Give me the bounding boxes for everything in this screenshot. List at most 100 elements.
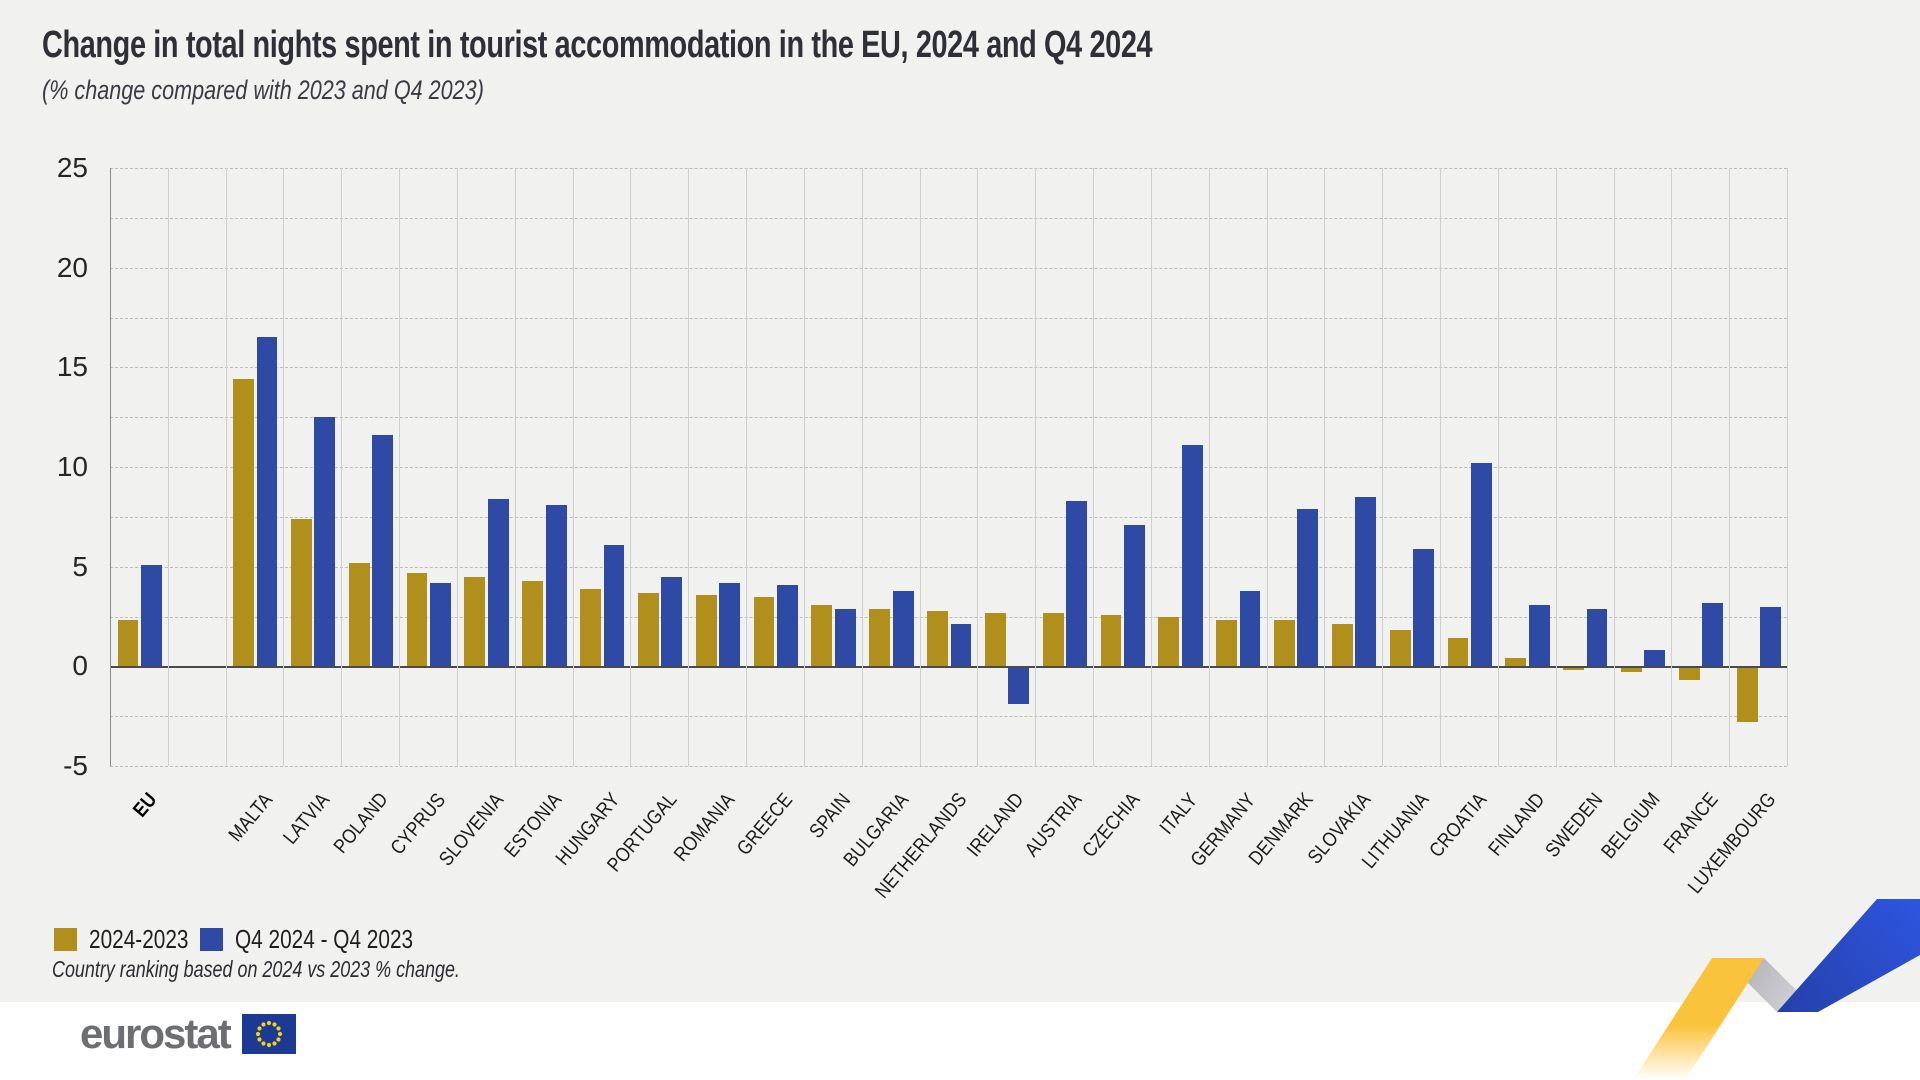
gridline-horizontal <box>110 217 1787 219</box>
bar-q4-estonia <box>545 504 567 667</box>
bar-year-finland <box>1505 658 1527 667</box>
x-axis-label-text: ITALY <box>1155 788 1203 839</box>
gridline-vertical <box>630 168 632 766</box>
bar-year-greece <box>753 596 775 667</box>
chart-subtitle-text: (% change compared with 2023 and Q4 2023… <box>42 75 484 105</box>
gridline-vertical <box>514 168 516 766</box>
bar-q4-latvia <box>314 417 336 667</box>
bar-q4-austria <box>1066 500 1087 667</box>
gridline-vertical <box>803 168 805 766</box>
y-axis-tick-label-20: 20 <box>56 251 88 283</box>
x-axis-label-text: SPAIN <box>805 788 856 843</box>
gridline-vertical <box>1266 168 1268 766</box>
bar-q4-ireland <box>1008 668 1030 705</box>
zigzag-yellow-segment <box>1633 958 1764 1080</box>
gridline-vertical <box>1613 168 1615 766</box>
legend-swatch-gold-icon <box>54 928 77 951</box>
gridline-horizontal <box>110 417 1787 419</box>
gridline-horizontal <box>110 317 1787 319</box>
gridline-vertical <box>1035 168 1037 766</box>
bar-year-slovakia <box>1331 624 1353 667</box>
y-axis-tick-label-10: 10 <box>56 451 88 482</box>
bar-q4-spain <box>834 608 856 667</box>
bar-q4-lithuania <box>1413 548 1434 667</box>
bar-year-malta <box>233 379 254 667</box>
bar-year-france <box>1678 668 1700 681</box>
bar-year-bulgaria <box>869 608 891 667</box>
y-axis-line <box>110 168 111 766</box>
bar-year-ireland <box>984 612 1006 667</box>
chart-header: Change in total nights spent in tourist … <box>42 24 1503 106</box>
y-axis-tick-label--5: -5 <box>63 750 88 781</box>
eurostat-logo-text: eurostat <box>80 1010 232 1057</box>
gridline-vertical <box>1208 168 1210 766</box>
bar-year-luxembourg <box>1736 668 1758 723</box>
bar-year-estonia <box>522 580 544 667</box>
bar-year-czechia <box>1100 614 1122 667</box>
bar-q4-netherlands <box>950 624 972 667</box>
gridline-vertical <box>919 168 921 766</box>
bar-q4-finland <box>1528 604 1550 667</box>
y-axis-tick-label-15: 15 <box>56 351 88 383</box>
legend-label-2024-2023: 2024-2023 <box>89 924 189 954</box>
gridline-vertical <box>746 168 748 766</box>
gridline-vertical <box>283 168 285 766</box>
bar-q4-luxembourg <box>1760 606 1781 667</box>
bar-year-netherlands <box>927 610 948 667</box>
gridline-vertical <box>225 168 227 766</box>
ranking-note: Country ranking based on 2024 vs 2023 % … <box>52 956 460 982</box>
zigzag-blue-segment <box>1777 899 1920 1012</box>
bar-year-sweden <box>1563 668 1585 671</box>
plot-area: 25 20 15 10 5 0 -5 EU MALTA LATVIA POLAND CYPRUS SLO… <box>57 152 1788 903</box>
trend-zigzag-graphic <box>1633 899 1920 1080</box>
bar-q4-czechia <box>1124 524 1145 667</box>
eurostat-logo: eurostat <box>80 1010 296 1058</box>
bar-year-slovenia <box>464 576 486 667</box>
gridline-vertical <box>1382 168 1384 766</box>
bar-q4-denmark <box>1297 508 1319 667</box>
gridline-horizontal <box>110 516 1787 518</box>
bar-year-cyprus <box>406 572 428 667</box>
gridline-vertical <box>456 168 458 766</box>
legend-item-2024-2023: 2024-2023 <box>54 924 213 955</box>
gridline-vertical <box>572 168 574 766</box>
eu-flag-icon <box>241 1014 296 1054</box>
bar-q4-croatia <box>1470 463 1492 667</box>
bar-q4-italy <box>1181 445 1203 667</box>
bar-year-latvia <box>291 518 312 667</box>
legend-item-q4: Q4 2024 - Q4 2023 <box>200 924 458 955</box>
bar-q4-poland <box>372 435 394 667</box>
bar-year-lithuania <box>1389 630 1411 667</box>
gridline-vertical <box>167 168 169 766</box>
gridline-horizontal <box>110 716 1787 718</box>
gridline-vertical <box>1150 168 1152 766</box>
gridline-horizontal <box>110 766 1787 767</box>
bar-q4-france <box>1702 602 1724 667</box>
bar-q4-romania <box>719 582 741 667</box>
bar-q4-eu <box>140 564 162 667</box>
x-axis-label-text: MALTA <box>224 788 278 846</box>
gridline-horizontal <box>110 168 1787 169</box>
bar-q4-sweden <box>1586 608 1608 667</box>
bar-year-portugal <box>637 592 659 667</box>
bar-q4-slovakia <box>1355 496 1377 667</box>
bar-year-germany <box>1216 620 1238 667</box>
y-axis-tick-label-0: 0 <box>72 650 88 682</box>
gridline-vertical <box>861 168 863 766</box>
chart-title: Change in total nights spent in tourist … <box>42 24 1503 67</box>
bar-year-italy <box>1158 616 1180 667</box>
bar-q4-belgium <box>1644 650 1666 667</box>
chart-subtitle: (% change compared with 2023 and Q4 2023… <box>42 75 1503 106</box>
gridline-horizontal <box>110 367 1787 369</box>
legend-swatch-blue-icon <box>200 928 223 951</box>
bar-year-belgium <box>1621 668 1642 673</box>
gridline-vertical <box>399 168 401 766</box>
gridline-vertical <box>688 168 690 766</box>
bar-q4-greece <box>777 584 798 667</box>
gridline-vertical <box>1440 168 1442 766</box>
gridline-vertical <box>341 168 343 766</box>
bar-year-austria <box>1042 612 1064 667</box>
gridline-vertical <box>1729 168 1731 766</box>
gridline-horizontal <box>110 566 1787 568</box>
chart-title-text: Change in total nights spent in tourist … <box>42 24 1153 66</box>
